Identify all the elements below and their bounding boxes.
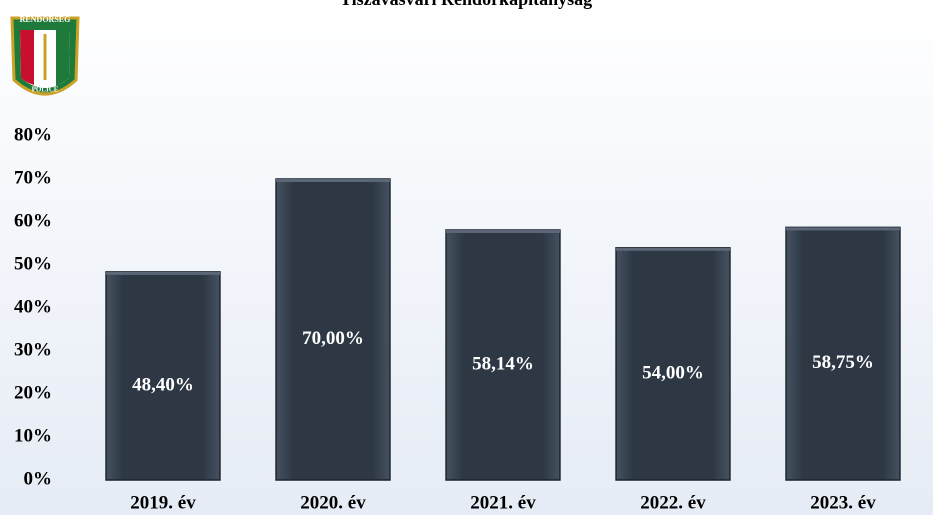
x-tick-label: 2020. év <box>300 492 366 513</box>
logo-text: POLICE <box>32 86 59 94</box>
bar <box>615 247 731 481</box>
bar <box>785 226 901 481</box>
y-tick-label: 20% <box>14 382 52 403</box>
x-tick-label: 2023. év <box>810 492 876 513</box>
x-tick-label: 2019. év <box>130 492 196 513</box>
value-label: 58,14% <box>472 353 534 374</box>
y-tick-label: 80% <box>14 124 52 145</box>
logo-stripe <box>20 30 34 85</box>
value-label: 48,40% <box>132 374 194 395</box>
logo-text: RENDŐRSÉG <box>20 14 71 24</box>
y-tick-label: 40% <box>14 296 52 317</box>
logo-stripe <box>56 30 70 86</box>
y-tick-label: 60% <box>14 210 52 231</box>
bar <box>105 271 221 481</box>
bar <box>275 178 391 481</box>
bar <box>445 229 561 481</box>
y-tick-label: 10% <box>14 425 52 446</box>
bar-top <box>786 227 900 231</box>
value-label: 70,00% <box>302 328 364 349</box>
y-tick-label: 30% <box>14 339 52 360</box>
y-tick-label: 70% <box>14 167 52 188</box>
bar-top <box>106 271 220 275</box>
x-tick-label: 2022. év <box>640 492 706 513</box>
x-tick-label: 2021. év <box>470 492 536 513</box>
value-label: 54,00% <box>642 362 704 383</box>
bar-top <box>446 229 560 233</box>
bar-top <box>616 247 730 251</box>
logo: RENDŐRSÉG POLICE <box>10 14 80 96</box>
bar-top <box>276 179 390 182</box>
y-tick-label: 50% <box>14 253 52 274</box>
y-tick-label: 0% <box>24 468 53 489</box>
chart-title: Tiszavasvári Rendőrkapitányság <box>340 0 592 9</box>
value-label: 58,75% <box>812 352 874 373</box>
